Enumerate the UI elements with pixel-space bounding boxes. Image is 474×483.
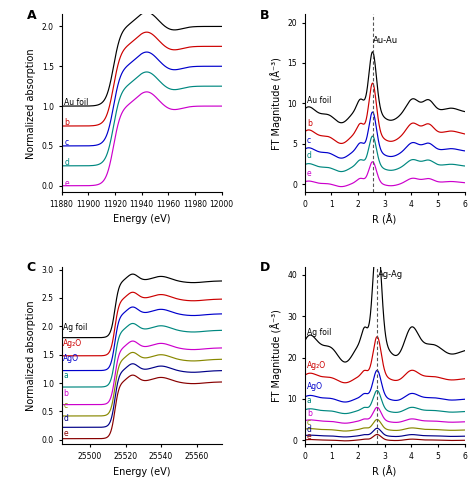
X-axis label: R (Å): R (Å) [373, 214, 397, 226]
Text: d: d [64, 158, 69, 167]
Y-axis label: Normalized absorption: Normalized absorption [26, 48, 36, 158]
Text: AgO: AgO [307, 382, 323, 391]
Text: Ag foil: Ag foil [64, 323, 88, 332]
Text: Au-Au: Au-Au [374, 36, 399, 45]
Y-axis label: FT Magnitude (Å⁻³): FT Magnitude (Å⁻³) [270, 57, 282, 150]
Text: Ag foil: Ag foil [307, 328, 331, 337]
Text: b: b [307, 409, 311, 418]
Text: B: B [260, 9, 269, 22]
Text: d: d [64, 414, 68, 423]
X-axis label: R (Å): R (Å) [373, 467, 397, 478]
Text: b: b [307, 119, 311, 128]
Y-axis label: FT Magnitude (Å⁻³): FT Magnitude (Å⁻³) [270, 309, 282, 402]
Text: e: e [64, 179, 69, 188]
Text: e: e [307, 432, 311, 441]
Text: Au foil: Au foil [307, 97, 331, 105]
Text: a: a [307, 397, 311, 406]
Text: D: D [260, 261, 270, 274]
Text: b: b [64, 389, 68, 398]
Text: c: c [307, 418, 311, 427]
Text: c: c [64, 138, 68, 147]
Y-axis label: Normalized absorption: Normalized absorption [26, 300, 36, 411]
Text: Au foil: Au foil [64, 98, 89, 107]
Text: c: c [64, 401, 67, 410]
X-axis label: Energy (eV): Energy (eV) [113, 467, 170, 477]
Text: e: e [307, 169, 311, 178]
Text: c: c [307, 136, 311, 145]
Text: d: d [307, 151, 311, 160]
Text: AgO: AgO [64, 354, 80, 363]
Text: C: C [27, 261, 36, 274]
Text: b: b [64, 118, 69, 128]
Text: Ag₂O: Ag₂O [307, 361, 326, 370]
Text: A: A [27, 9, 36, 22]
Text: d: d [307, 426, 311, 434]
Text: a: a [64, 370, 68, 380]
Text: e: e [64, 428, 68, 438]
Text: Ag-Ag: Ag-Ag [378, 270, 403, 279]
Text: Ag₂O: Ag₂O [64, 339, 82, 348]
X-axis label: Energy (eV): Energy (eV) [113, 214, 170, 224]
